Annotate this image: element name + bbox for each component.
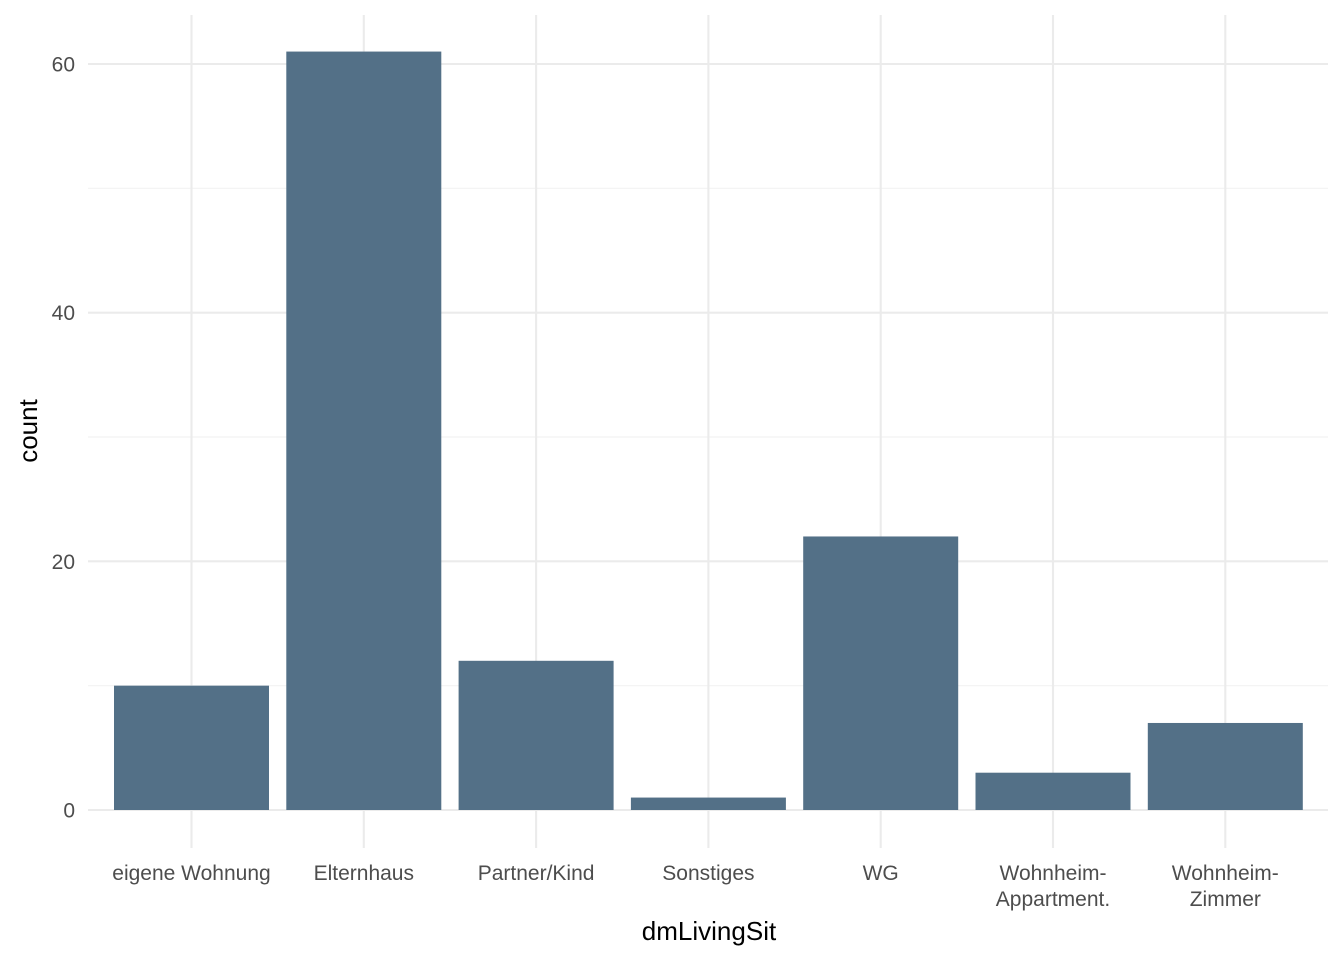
x-tick-label: Sonstiges [662, 862, 754, 885]
bar [458, 660, 614, 810]
y-tick-label: 0 [63, 800, 75, 823]
bar [114, 685, 269, 810]
x-tick-label-line: eigene Wohnung [112, 862, 270, 885]
x-tick-label: Elternhaus [314, 862, 414, 885]
bar [1147, 722, 1303, 810]
x-tick-label-line: Appartment. [996, 888, 1110, 911]
x-tick-label: eigene Wohnung [112, 862, 270, 885]
grid-layer [88, 15, 1328, 848]
x-tick-label-line: WG [863, 862, 899, 885]
y-tick-label: 60 [52, 54, 75, 77]
x-tick-label-line: Wohnheim- [1000, 862, 1107, 885]
bar [803, 536, 959, 810]
x-tick-label: Partner/Kind [478, 862, 595, 885]
bar [975, 772, 1131, 810]
x-tick-label: WG [863, 862, 899, 885]
y-tick-labels: 0 20 40 60 [52, 54, 75, 823]
x-tick-label-line: Wohnheim- [1172, 862, 1279, 885]
x-tick-label-line: Sonstiges [662, 862, 754, 885]
y-tick-label: 20 [52, 551, 75, 574]
bar [286, 51, 442, 811]
bar [630, 797, 786, 810]
x-tick-label-line: Elternhaus [314, 862, 414, 885]
x-tick-label-line: Partner/Kind [478, 862, 595, 885]
y-axis-title: count [13, 398, 43, 462]
bar-layer [114, 51, 1303, 811]
x-tick-labels: eigene Wohnung Elternhaus Partner/Kind Sons… [112, 862, 1279, 911]
x-axis-title: dmLivingSit [642, 916, 777, 946]
x-tick-label: Wohnheim- Appartment. [996, 862, 1110, 911]
x-tick-label: Wohnheim- Zimmer [1172, 862, 1279, 911]
y-tick-label: 40 [52, 302, 75, 325]
x-tick-label-line: Zimmer [1190, 888, 1261, 911]
